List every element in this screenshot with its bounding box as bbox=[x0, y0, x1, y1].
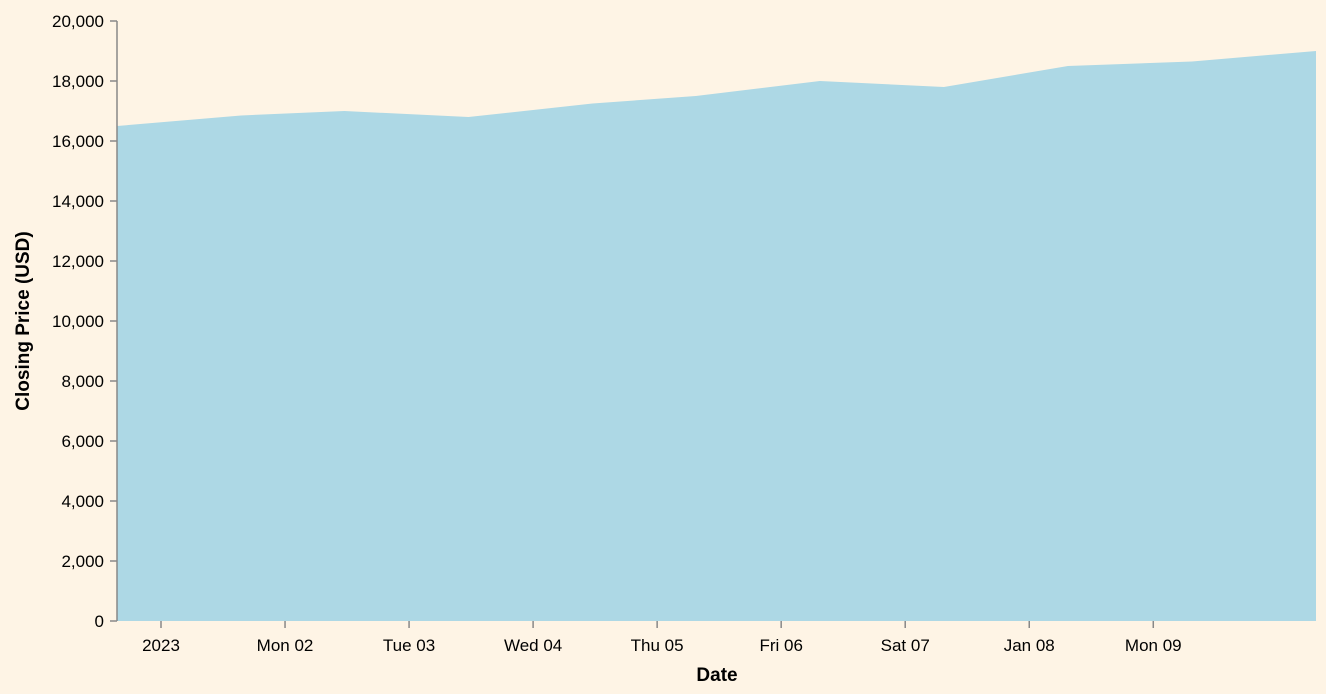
x-tick-label: Jan 08 bbox=[1004, 636, 1055, 655]
x-tick-label: Thu 05 bbox=[631, 636, 684, 655]
y-tick-label: 4,000 bbox=[61, 492, 104, 511]
y-tick-label: 20,000 bbox=[52, 12, 104, 31]
x-tick-label: Wed 04 bbox=[504, 636, 562, 655]
x-tick-label: Tue 03 bbox=[383, 636, 435, 655]
y-tick-label: 0 bbox=[95, 612, 104, 631]
y-tick-label: 12,000 bbox=[52, 252, 104, 271]
x-tick-label: Mon 09 bbox=[1125, 636, 1182, 655]
x-tick-label: Mon 02 bbox=[257, 636, 314, 655]
y-axis-title: Closing Price (USD) bbox=[13, 231, 34, 410]
y-tick-label: 18,000 bbox=[52, 72, 104, 91]
plot-area bbox=[117, 51, 1316, 621]
y-tick-label: 2,000 bbox=[61, 552, 104, 571]
y-tick-label: 14,000 bbox=[52, 192, 104, 211]
y-tick-label: 10,000 bbox=[52, 312, 104, 331]
y-tick-label: 16,000 bbox=[52, 132, 104, 151]
x-tick-label: Sat 07 bbox=[881, 636, 930, 655]
y-tick-label: 6,000 bbox=[61, 432, 104, 451]
y-axis: 0 2,000 4,000 6,000 8,000 10,000 12,000 14,000 1… bbox=[52, 12, 118, 631]
x-tick-label: 2023 bbox=[142, 636, 180, 655]
area-series bbox=[117, 51, 1316, 621]
x-axis-title: Date bbox=[696, 665, 737, 686]
y-tick-label: 8,000 bbox=[61, 372, 104, 391]
x-axis: 2023 Mon 02 Tue 03 Wed 04 Thu 05 Fri 06 Sat 07… bbox=[142, 621, 1182, 655]
x-tick-label: Fri 06 bbox=[759, 636, 802, 655]
